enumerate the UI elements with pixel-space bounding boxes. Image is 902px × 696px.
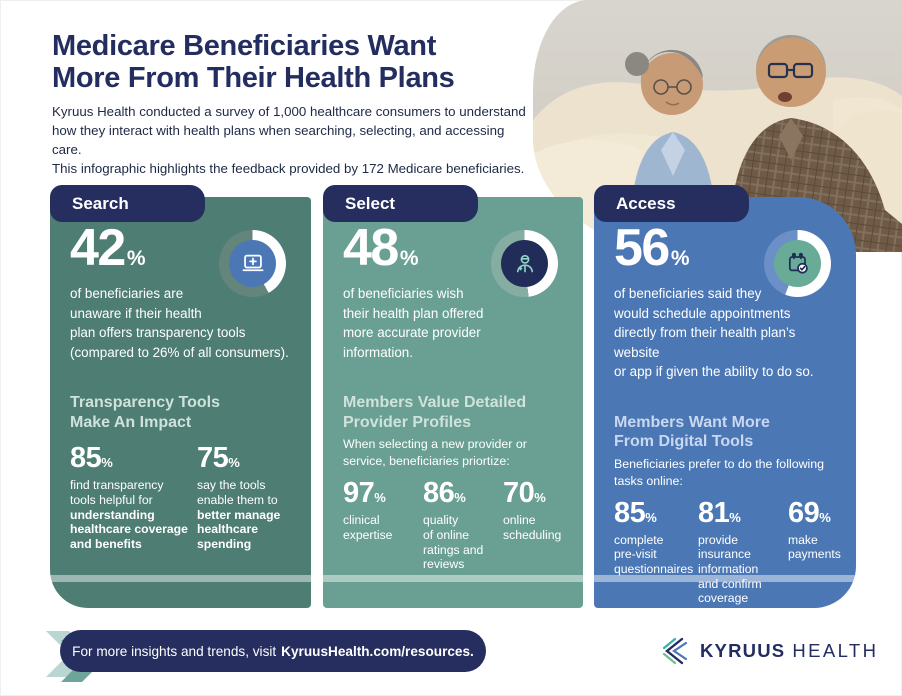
access-column: Access 56% of beneficiaries said they wo… <box>594 185 856 608</box>
tab-select-label: Select <box>345 193 396 213</box>
tab-access: Access <box>594 185 749 222</box>
select-headline-text: of beneficiaries wish their health plan … <box>343 286 484 360</box>
page-title: Medicare Beneficiaries Want More From Th… <box>52 30 455 95</box>
mini-stat: 75% say the tools enable them to better … <box>197 442 281 551</box>
mini-stat: 70% online scheduling <box>503 477 562 542</box>
tab-search: Search <box>50 185 205 222</box>
logo-text-health: HEALTH <box>792 640 879 661</box>
mini-stat: 69% make payments <box>788 496 841 562</box>
tab-access-label: Access <box>616 193 676 213</box>
intro-text: Kyruus Health conducted a survey of 1,00… <box>52 104 526 177</box>
access-headline-stat: 56% <box>614 219 690 277</box>
search-headline-text: of beneficiaries are unaware if their he… <box>70 286 289 360</box>
mini-stat: 86% quality of online ratings and review… <box>423 477 484 572</box>
access-subhead: Members Want More From Digital Tools <box>614 413 770 451</box>
cta-pill: For more insights and trends, visit Kyru… <box>60 630 486 672</box>
tab-select: Select <box>323 185 478 222</box>
access-subdesc: Beneficiaries prefer to do the following… <box>614 456 825 488</box>
cta-text: For more insights and trends, visit <box>72 643 277 659</box>
select-headline-stat: 48% <box>343 219 419 277</box>
highlight-band <box>594 575 856 582</box>
search-headline-stat: 42% <box>70 219 146 277</box>
highlight-band <box>323 575 583 582</box>
select-subhead: Members Value Detailed Provider Profiles <box>343 394 527 431</box>
select-column: Select 48% of beneficiaries wish their h… <box>323 185 583 608</box>
access-mini-stats: 85% complete pre-visit questionnaires 81… <box>614 496 856 606</box>
access-donut-chart <box>764 230 831 297</box>
tab-search-label: Search <box>72 193 129 213</box>
search-subhead: Transparency Tools Make An Impact <box>70 394 220 431</box>
kyruus-logo-mark-icon <box>662 637 688 665</box>
search-column: Search 42% of beneficiaries are unaware … <box>50 185 311 608</box>
cta-link[interactable]: KyruusHealth.com/resources. <box>281 643 474 659</box>
provider-icon <box>501 240 548 287</box>
select-mini-stats: 97% clinical expertise 86% quality of on… <box>343 479 583 572</box>
logo-text-kyruus: KYRUUS <box>700 640 786 661</box>
search-donut-chart <box>219 230 286 297</box>
mini-stat: 85% find transparency tools helpful for … <box>70 442 188 551</box>
mini-stat: 85% complete pre-visit questionnaires <box>614 496 694 577</box>
select-donut-chart <box>491 230 558 297</box>
kyruus-health-logo: KYRUUS HEALTH <box>660 636 878 666</box>
select-subdesc: When selecting a new provider or service… <box>343 437 527 469</box>
mini-stat: 97% clinical expertise <box>343 477 393 542</box>
highlight-band <box>50 575 311 582</box>
access-headline-text: of beneficiaries said they would schedul… <box>614 286 814 380</box>
laptop-medical-icon <box>229 240 276 287</box>
mini-stat: 81% provide insurance information and co… <box>698 496 762 606</box>
search-mini-stats: 85% find transparency tools helpful for … <box>70 444 311 551</box>
calendar-check-icon <box>774 240 821 287</box>
